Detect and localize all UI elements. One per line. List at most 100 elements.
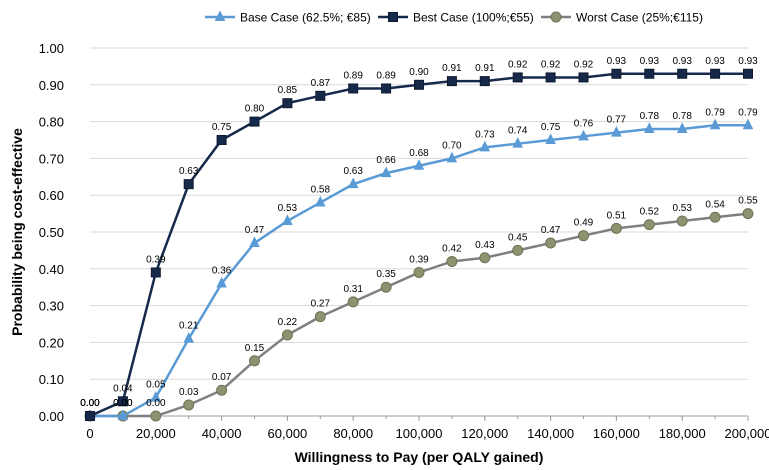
data-point xyxy=(513,73,522,82)
data-label: 0.43 xyxy=(475,240,495,251)
data-point xyxy=(315,312,325,322)
data-label: 0.91 xyxy=(475,63,495,74)
data-label: 0.75 xyxy=(212,122,232,133)
data-label: 0.93 xyxy=(738,56,758,67)
data-label: 0.93 xyxy=(607,56,627,67)
data-point xyxy=(678,69,687,78)
data-label: 0.47 xyxy=(541,225,561,236)
data-point xyxy=(480,253,490,263)
data-label: 0.90 xyxy=(409,67,429,78)
data-label: 0.79 xyxy=(738,107,758,118)
data-label: 0.53 xyxy=(672,203,692,214)
data-label: 0.15 xyxy=(245,343,265,354)
legend-marker xyxy=(551,12,561,22)
legend-marker xyxy=(389,13,398,22)
x-tick-label: 120,000 xyxy=(461,426,508,441)
data-label: 0.68 xyxy=(409,148,429,159)
data-label: 0.77 xyxy=(607,115,627,126)
data-point xyxy=(381,282,391,292)
y-tick-label: 0.60 xyxy=(39,188,64,203)
data-point xyxy=(382,84,391,93)
legend-item: Base Case (62.5%; €85) xyxy=(205,11,371,25)
data-point xyxy=(743,209,753,219)
data-label: 0.92 xyxy=(508,59,528,70)
data-label: 0.04 xyxy=(113,383,133,394)
y-tick-label: 0.80 xyxy=(39,115,64,130)
data-label: 0.31 xyxy=(343,284,363,295)
data-point xyxy=(184,180,193,189)
y-tick-label: 0.70 xyxy=(39,151,64,166)
x-axis-title: Willingness to Pay (per QALY gained) xyxy=(295,449,544,465)
data-point xyxy=(217,385,227,395)
data-point xyxy=(151,268,160,277)
data-point xyxy=(711,69,720,78)
data-point xyxy=(447,256,457,266)
data-point xyxy=(86,412,95,421)
data-label: 0.53 xyxy=(278,203,298,214)
data-label: 0.93 xyxy=(640,56,660,67)
data-label: 0.21 xyxy=(179,321,199,332)
data-label: 0.49 xyxy=(574,218,594,229)
x-tick-label: 200,000 xyxy=(725,426,769,441)
data-label: 0.92 xyxy=(574,59,594,70)
data-point xyxy=(579,231,589,241)
data-label: 0.93 xyxy=(705,56,725,67)
data-point xyxy=(546,238,556,248)
data-label: 0.22 xyxy=(278,317,298,328)
data-label: 0.47 xyxy=(245,225,265,236)
data-label: 0.03 xyxy=(179,387,199,398)
y-tick-label: 0.30 xyxy=(39,299,64,314)
data-point xyxy=(611,223,621,233)
series-line xyxy=(90,214,748,416)
data-point xyxy=(283,99,292,108)
y-tick-label: 0.50 xyxy=(39,225,64,240)
data-point xyxy=(414,267,424,277)
data-label: 0.75 xyxy=(541,122,561,133)
data-point xyxy=(744,69,753,78)
data-label: 0.54 xyxy=(705,199,725,210)
data-label: 0.00 xyxy=(80,398,100,409)
data-label: 0.05 xyxy=(146,380,166,391)
data-label: 0.63 xyxy=(179,166,199,177)
data-label: 0.89 xyxy=(376,70,396,81)
legend-item: Worst Case (25%;€115) xyxy=(541,11,703,25)
data-point xyxy=(217,136,226,145)
data-point xyxy=(677,216,687,226)
data-label: 0.36 xyxy=(212,266,232,277)
data-label: 0.63 xyxy=(343,166,363,177)
data-point xyxy=(348,297,358,307)
x-tick-label: 180,000 xyxy=(659,426,706,441)
y-axis-title: Probability being cost-effective xyxy=(9,128,25,336)
data-point xyxy=(447,77,456,86)
data-label: 0.51 xyxy=(607,210,627,221)
data-point xyxy=(316,91,325,100)
data-label: 0.74 xyxy=(508,126,528,137)
x-tick-label: 140,000 xyxy=(527,426,574,441)
data-label: 0.92 xyxy=(541,59,561,70)
data-point xyxy=(151,411,161,421)
x-tick-label: 100,000 xyxy=(396,426,443,441)
data-label: 0.35 xyxy=(376,269,396,280)
y-tick-label: 0.90 xyxy=(39,78,64,93)
data-point xyxy=(480,77,489,86)
data-label: 0.66 xyxy=(376,155,396,166)
data-label: 0.39 xyxy=(146,254,166,265)
data-label: 0.79 xyxy=(705,107,725,118)
data-point xyxy=(546,73,555,82)
data-label: 0.52 xyxy=(640,207,660,218)
y-tick-label: 1.00 xyxy=(39,41,64,56)
y-tick-label: 0.40 xyxy=(39,262,64,277)
data-label: 0.42 xyxy=(442,243,462,254)
data-label: 0.85 xyxy=(278,85,298,96)
data-point xyxy=(184,400,194,410)
data-label: 0.58 xyxy=(311,185,331,196)
x-tick-label: 40,000 xyxy=(202,426,242,441)
data-point xyxy=(612,69,621,78)
data-label: 0.76 xyxy=(574,118,594,129)
data-label: 0.93 xyxy=(672,56,692,67)
x-tick-label: 0 xyxy=(86,426,93,441)
data-label: 0.00 xyxy=(146,398,166,409)
data-label: 0.87 xyxy=(311,78,331,89)
